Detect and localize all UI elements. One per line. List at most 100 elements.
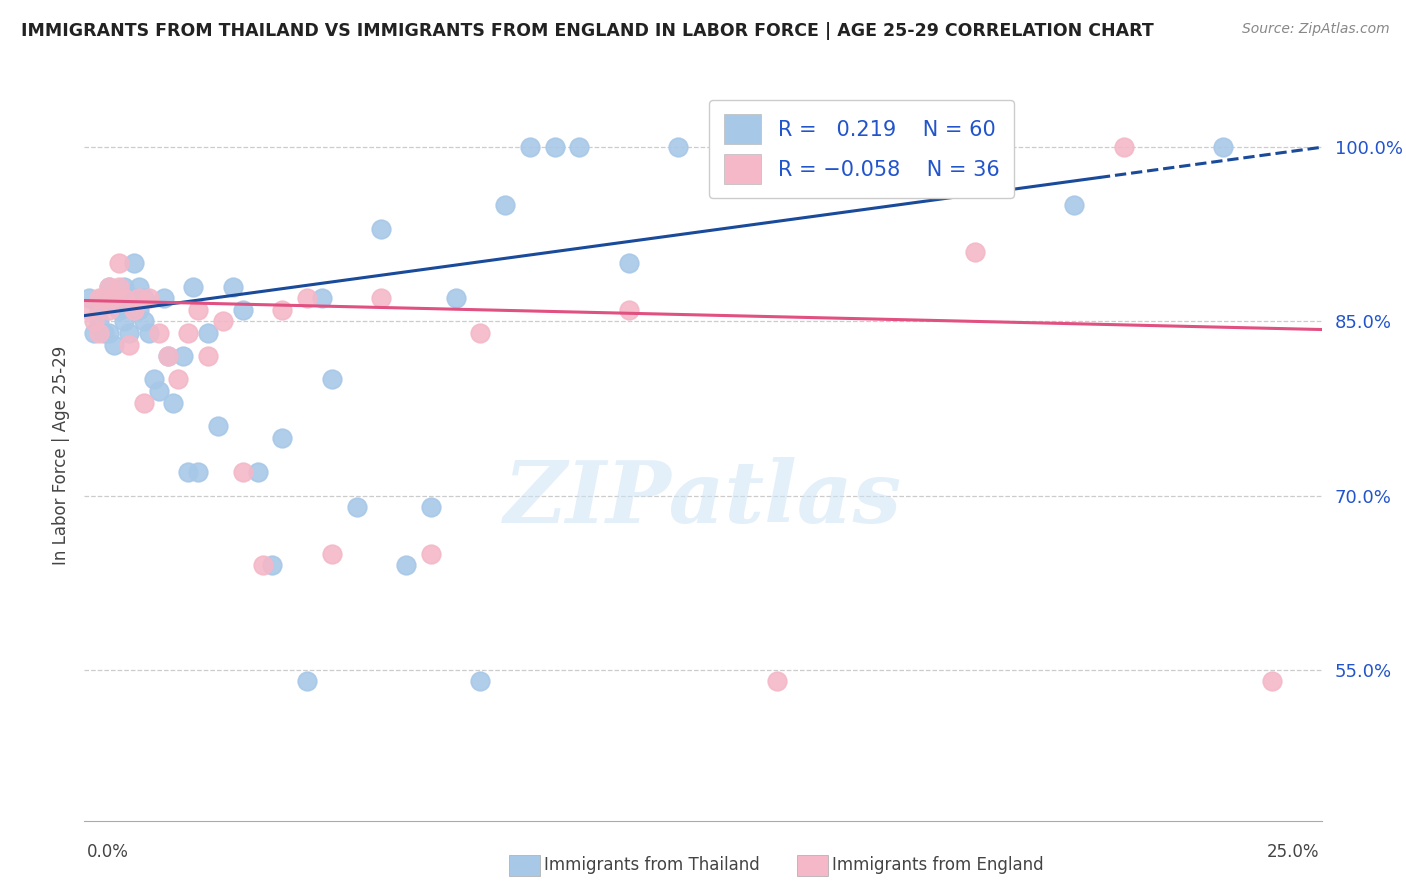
Point xyxy=(470,674,492,689)
Point xyxy=(271,302,294,317)
Point xyxy=(98,302,121,317)
Point xyxy=(815,140,838,154)
Point xyxy=(148,326,170,340)
Point xyxy=(172,349,194,363)
Point xyxy=(271,430,294,444)
Point xyxy=(187,466,209,480)
Point xyxy=(914,140,936,154)
Point xyxy=(89,302,111,317)
Text: 0.0%: 0.0% xyxy=(87,843,129,861)
Point xyxy=(295,291,318,305)
Point xyxy=(1063,198,1085,212)
Point xyxy=(321,372,343,386)
Point xyxy=(89,291,111,305)
Point xyxy=(83,314,105,328)
Point xyxy=(766,674,789,689)
Point xyxy=(395,558,418,573)
Point xyxy=(162,395,184,409)
Point xyxy=(152,291,174,305)
Text: ZIPatlas: ZIPatlas xyxy=(503,457,903,541)
Point xyxy=(167,372,190,386)
Point xyxy=(118,337,141,351)
Point xyxy=(543,140,565,154)
Text: IMMIGRANTS FROM THAILAND VS IMMIGRANTS FROM ENGLAND IN LABOR FORCE | AGE 25-29 C: IMMIGRANTS FROM THAILAND VS IMMIGRANTS F… xyxy=(21,22,1154,40)
Point xyxy=(370,221,392,235)
Point xyxy=(93,291,115,305)
Text: 25.0%: 25.0% xyxy=(1267,843,1319,861)
Point xyxy=(252,558,274,573)
Point xyxy=(132,291,155,305)
Point xyxy=(122,291,145,305)
Point xyxy=(89,314,111,328)
Point xyxy=(148,384,170,398)
Point xyxy=(346,500,368,515)
Point xyxy=(617,302,640,317)
Point xyxy=(1212,140,1234,154)
Point xyxy=(212,314,235,328)
Point xyxy=(197,349,219,363)
Text: Immigrants from Thailand: Immigrants from Thailand xyxy=(544,856,759,874)
Point xyxy=(108,279,131,293)
Point xyxy=(108,291,131,305)
Point xyxy=(717,140,740,154)
Point xyxy=(79,291,101,305)
Point xyxy=(519,140,541,154)
Point xyxy=(444,291,467,305)
Point xyxy=(108,302,131,317)
Legend: R =   0.219    N = 60, R = −0.058    N = 36: R = 0.219 N = 60, R = −0.058 N = 36 xyxy=(709,100,1014,198)
Point xyxy=(187,302,209,317)
Point xyxy=(112,314,135,328)
Point xyxy=(112,279,135,293)
Point xyxy=(132,314,155,328)
Point xyxy=(112,291,135,305)
Point xyxy=(122,302,145,317)
Point xyxy=(295,674,318,689)
Point xyxy=(79,302,101,317)
Point xyxy=(98,279,121,293)
Point xyxy=(157,349,180,363)
Point xyxy=(83,326,105,340)
Point xyxy=(470,326,492,340)
Point xyxy=(128,302,150,317)
Point xyxy=(103,291,125,305)
Point xyxy=(98,326,121,340)
Point xyxy=(157,349,180,363)
Point xyxy=(232,466,254,480)
Point xyxy=(1112,140,1135,154)
Point xyxy=(103,337,125,351)
Point xyxy=(207,418,229,433)
Point xyxy=(222,279,245,293)
Point xyxy=(494,198,516,212)
Point xyxy=(1261,674,1284,689)
Point xyxy=(138,326,160,340)
Point xyxy=(89,326,111,340)
Point xyxy=(122,256,145,270)
Point xyxy=(132,395,155,409)
Point xyxy=(108,256,131,270)
Point xyxy=(617,256,640,270)
Point xyxy=(262,558,284,573)
Point xyxy=(965,244,987,259)
Point xyxy=(142,372,165,386)
Y-axis label: In Labor Force | Age 25-29: In Labor Force | Age 25-29 xyxy=(52,345,70,565)
Point xyxy=(103,291,125,305)
Text: Source: ZipAtlas.com: Source: ZipAtlas.com xyxy=(1241,22,1389,37)
Point xyxy=(419,547,441,561)
Point xyxy=(232,302,254,317)
Point xyxy=(108,302,131,317)
Point xyxy=(246,466,269,480)
Point xyxy=(370,291,392,305)
Point xyxy=(419,500,441,515)
Point xyxy=(321,547,343,561)
Point xyxy=(177,466,200,480)
Point xyxy=(93,326,115,340)
Point xyxy=(98,279,121,293)
Point xyxy=(666,140,689,154)
Point xyxy=(197,326,219,340)
Point xyxy=(181,279,204,293)
Point xyxy=(93,291,115,305)
Point xyxy=(118,291,141,305)
Point xyxy=(128,291,150,305)
Point xyxy=(177,326,200,340)
Point xyxy=(311,291,333,305)
